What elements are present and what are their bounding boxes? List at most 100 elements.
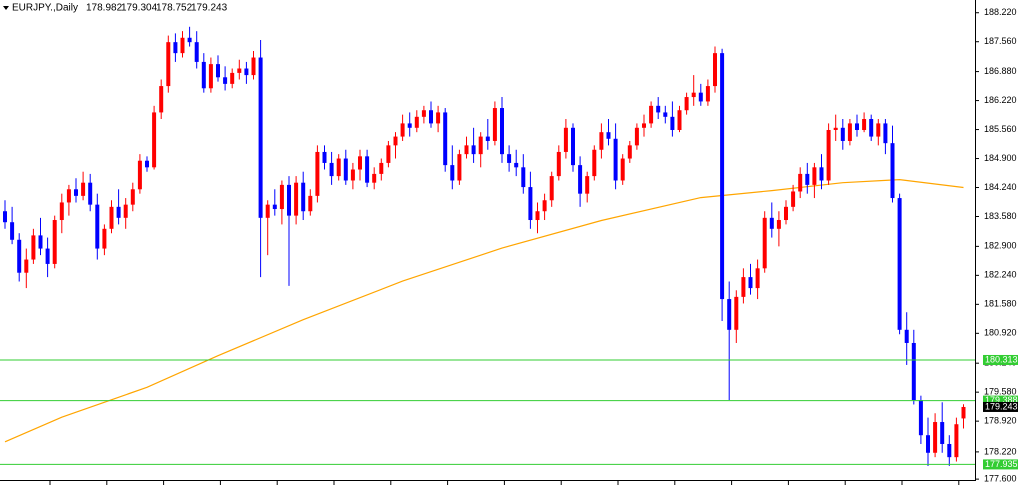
candle-body <box>421 110 426 117</box>
candle-body <box>194 42 199 62</box>
candle-body <box>840 127 845 141</box>
candle-body <box>223 77 228 84</box>
y-tick-label: 183.580 <box>984 211 1017 221</box>
candle-body <box>776 220 781 229</box>
candle-body <box>137 160 142 190</box>
candle-body <box>258 57 263 218</box>
candle-body <box>429 110 433 124</box>
candle-body <box>187 37 192 43</box>
candle-body <box>869 119 874 137</box>
candle-body <box>308 195 313 212</box>
symbol: EURJPY.,Daily <box>12 3 78 14</box>
candle-body <box>272 204 277 210</box>
y-tick-label: 185.560 <box>984 124 1017 134</box>
candle-body <box>784 206 788 221</box>
candle-body <box>812 167 817 185</box>
candle-body <box>947 443 952 458</box>
candle-body <box>17 239 22 273</box>
candle-body <box>535 211 540 221</box>
candle-body <box>152 112 157 168</box>
candle-body <box>755 268 760 289</box>
candle-body <box>59 202 64 221</box>
candle-body <box>102 228 107 249</box>
candle-body <box>833 127 838 130</box>
candle-body <box>443 112 448 166</box>
candle-body <box>613 138 618 181</box>
candle-body <box>407 123 412 128</box>
candle-body <box>180 37 185 54</box>
y-tick-label: 178.920 <box>984 416 1017 426</box>
candle-body <box>386 145 391 163</box>
candle-body <box>358 156 362 170</box>
candle-body <box>216 64 220 78</box>
y-tick-label: 179.580 <box>984 387 1017 397</box>
candle-body <box>322 151 327 163</box>
y-tick-label: 178.220 <box>984 446 1017 456</box>
candle-body <box>926 435 930 453</box>
candle-body <box>656 105 661 113</box>
candle-body <box>315 151 320 196</box>
candle-body <box>230 72 235 84</box>
candle-body <box>741 277 746 297</box>
candle-body <box>606 132 611 139</box>
y-tick-label: 182.900 <box>984 241 1017 251</box>
candle-body <box>393 136 398 146</box>
candle-body <box>365 156 370 183</box>
candle-body <box>798 173 803 192</box>
candle-body <box>642 123 646 128</box>
y-tick-label: 184.900 <box>984 153 1017 163</box>
candle-body <box>954 424 959 458</box>
candle-body <box>911 342 916 401</box>
candle-body <box>528 187 533 221</box>
candle-body <box>95 204 100 249</box>
candle-body <box>904 329 909 343</box>
candle-body <box>698 92 703 102</box>
current-price-box <box>983 401 1018 412</box>
candle-body <box>847 123 852 141</box>
candle-body <box>251 57 256 76</box>
collapse-arrow <box>3 6 9 10</box>
candle-body <box>563 127 568 152</box>
candle-body <box>350 169 355 181</box>
level-label-box <box>983 459 1018 470</box>
candle-body <box>485 136 490 141</box>
candle-body <box>890 143 895 199</box>
candle-body <box>748 277 753 289</box>
candle-body <box>727 299 732 330</box>
candle-body <box>620 158 625 181</box>
candle-body <box>81 182 86 196</box>
candle-body <box>464 145 469 155</box>
candle-body <box>521 167 526 188</box>
candle-body <box>507 154 512 163</box>
candle-body <box>414 116 419 128</box>
plot-area <box>3 26 966 466</box>
y-tick-label: 184.240 <box>984 182 1017 192</box>
candle-body <box>237 68 242 73</box>
y-tick-label: 187.560 <box>984 36 1017 46</box>
candle-body <box>372 173 377 183</box>
candle-body <box>400 123 405 137</box>
candle-body <box>684 97 689 111</box>
level-label: 177.935 <box>985 459 1018 469</box>
y-tick-label: 177.600 <box>984 473 1017 483</box>
candle-body <box>918 400 923 436</box>
candle-body <box>933 422 938 453</box>
candle-body <box>720 53 725 300</box>
candle-body <box>826 129 831 181</box>
candle-body <box>436 112 441 124</box>
candle-body <box>244 68 249 76</box>
candle-body <box>123 204 128 218</box>
candle-body <box>379 162 384 174</box>
level-label: 179.388 <box>985 395 1018 405</box>
low: 178.752 <box>156 3 193 14</box>
candle-body <box>670 116 675 130</box>
candle-body <box>294 182 299 216</box>
level-label: 180.313 <box>985 354 1018 364</box>
y-tick-label: 186.880 <box>984 66 1017 76</box>
candle-body <box>478 136 483 155</box>
candle-body <box>549 176 554 201</box>
y-tick-label: 182.240 <box>984 270 1017 280</box>
candle-body <box>734 296 739 330</box>
candle-body <box>940 422 945 444</box>
